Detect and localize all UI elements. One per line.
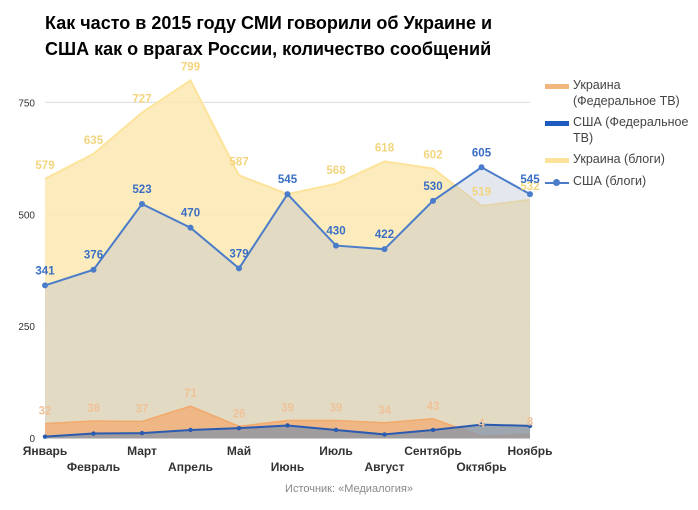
data-point-usa-tv [333, 427, 339, 433]
data-label-ukraine-tv: 37 [136, 403, 149, 415]
data-label-usa-blogs: 470 [181, 208, 200, 220]
data-label-ukraine-blogs: 602 [423, 150, 442, 162]
data-label-usa-blogs: 545 [278, 174, 298, 186]
data-point-usa-tv [382, 432, 387, 437]
data-point-usa-blogs [527, 191, 533, 198]
legend-label: США (Федеральное ТВ) [573, 115, 689, 145]
chart-title: Как часто в 2015 году СМИ говорили об Ук… [45, 13, 493, 59]
x-tick-label: Май [227, 444, 251, 458]
series-area-ukraine-blogs [45, 80, 530, 438]
data-point-usa-tv [285, 423, 290, 428]
data-point-usa-blogs [284, 191, 291, 198]
data-point-usa-blogs [236, 265, 242, 272]
legend-item[interactable]: Украина (Федеральное ТВ) [545, 78, 695, 109]
series-area-usa-tv [45, 424, 530, 438]
data-point-usa-blogs [333, 242, 339, 249]
x-tick-label: Октябрь [456, 460, 506, 474]
data-label-ukraine-blogs: 799 [181, 61, 200, 73]
data-label-ukraine-tv: 4 [478, 418, 485, 430]
data-point-usa-tv [236, 425, 242, 431]
data-label-ukraine-blogs: 532 [520, 181, 539, 193]
data-label-ukraine-tv: 43 [427, 401, 440, 413]
legend-item[interactable]: США (Федеральное ТВ) [545, 115, 695, 146]
data-label-ukraine-tv: 26 [233, 408, 246, 420]
data-point-usa-tv [188, 427, 193, 433]
x-tick-label: Август [365, 460, 405, 474]
x-tick-label: Июнь [271, 460, 305, 474]
legend-label: Украина (блоги) [573, 152, 665, 166]
data-label-ukraine-blogs: 568 [326, 165, 346, 177]
data-label-usa-blogs: 545 [520, 174, 540, 186]
data-label-ukraine-blogs: 635 [84, 135, 104, 147]
data-label-ukraine-blogs: 618 [375, 142, 395, 154]
data-label-usa-blogs: 422 [375, 229, 394, 241]
legend-item[interactable]: Украина (блоги) [545, 152, 695, 168]
data-point-usa-blogs [478, 164, 485, 171]
data-label-usa-blogs: 341 [35, 265, 55, 277]
data-point-usa-tv [479, 422, 484, 427]
x-tick-label: Апрель [168, 460, 213, 474]
data-label-usa-blogs: 605 [472, 147, 492, 159]
data-label-ukraine-tv: 38 [87, 403, 100, 415]
data-point-usa-blogs [42, 282, 48, 289]
data-point-usa-blogs [187, 224, 194, 231]
data-label-ukraine-tv: 32 [39, 406, 52, 418]
data-label-ukraine-tv: 39 [281, 403, 294, 415]
legend-swatch [545, 84, 569, 89]
source-note: Источник: «Медиалогия» [285, 483, 413, 495]
data-point-usa-tv [91, 431, 96, 436]
data-label-ukraine-blogs: 579 [35, 160, 54, 172]
legend-item[interactable]: США (блоги) [545, 174, 695, 190]
data-label-ukraine-tv: 71 [184, 388, 197, 400]
legend-label: Украина (Федеральное ТВ) [573, 78, 680, 108]
legend-dot [553, 178, 560, 186]
data-label-ukraine-tv: 34 [378, 405, 391, 417]
x-tick-label: Март [127, 444, 157, 458]
legend: Украина (Федеральное ТВ) США (Федерально… [545, 78, 695, 195]
x-tick-label: Сентябрь [404, 444, 462, 458]
y-tick-label: 500 [18, 210, 35, 221]
x-tick-label: Февраль [67, 460, 120, 474]
data-point-usa-tv [139, 430, 145, 436]
data-label-usa-blogs: 530 [423, 181, 442, 193]
data-point-usa-blogs [139, 200, 145, 207]
legend-swatch [545, 158, 569, 163]
data-label-usa-blogs: 379 [229, 248, 248, 260]
data-point-usa-blogs [381, 246, 388, 253]
data-label-ukraine-blogs: 519 [472, 187, 491, 199]
data-label-usa-blogs: 376 [84, 250, 103, 262]
legend-label: США (блоги) [573, 173, 647, 188]
data-point-usa-blogs [430, 197, 436, 204]
data-point-usa-tv [430, 427, 436, 433]
series-area-usa-blogs [45, 167, 530, 438]
data-label-usa-blogs: 430 [326, 226, 345, 238]
data-label-ukraine-tv: 8 [527, 416, 534, 428]
data-label-ukraine-blogs: 727 [132, 94, 151, 106]
data-point-usa-tv [527, 423, 533, 429]
series-line-ukraine-tv [44, 405, 531, 437]
x-tick-label: Июль [319, 444, 353, 458]
data-label-ukraine-tv: 39 [330, 403, 343, 415]
legend-swatch [545, 121, 569, 126]
data-point-usa-blogs [90, 266, 97, 273]
y-tick-label: 250 [18, 322, 35, 333]
data-label-ukraine-blogs: 587 [229, 156, 248, 168]
x-tick-label: Ноябрь [508, 444, 553, 458]
x-tick-label: Январь [23, 444, 67, 458]
data-label-usa-blogs: 523 [132, 184, 151, 196]
y-tick-label: 750 [18, 98, 35, 109]
y-tick-label: 0 [29, 434, 35, 445]
data-point-usa-tv [42, 434, 48, 439]
